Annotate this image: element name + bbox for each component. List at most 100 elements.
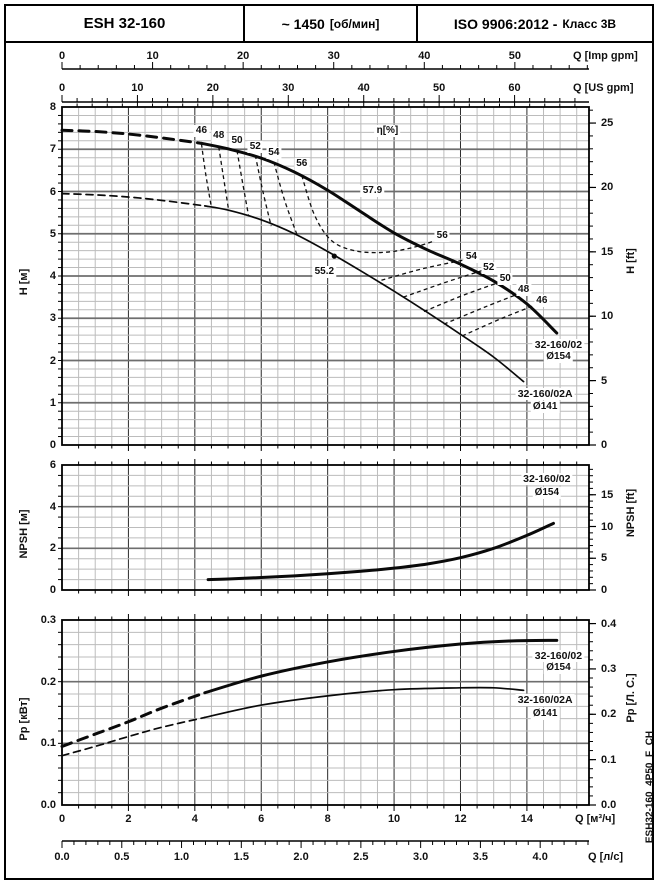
y-tick-label: 2 [49, 354, 56, 367]
bep-marker [331, 253, 337, 259]
head-curve-dashed-0 [60, 128, 203, 145]
us-gpm-axis-label: Q [US gpm] [573, 82, 634, 94]
us-gpm-tick-label: 20 [206, 82, 219, 94]
us-gpm-tick-label: 0 [58, 82, 66, 94]
chart-annotation: 50 [497, 273, 513, 286]
m3h-tick-label: 2 [125, 813, 132, 825]
ls-axis-label: Q [л/с] [588, 851, 624, 863]
pump-model: ESH 32-160 [6, 6, 245, 41]
chart-annotation: 55.2 [312, 265, 337, 278]
imp-gpm-tick-label: 0 [58, 50, 66, 62]
m3h-tick-label: 12 [454, 813, 467, 825]
us-gpm-tick-label: 30 [282, 82, 295, 94]
chart-annotation: 32-160/02 [521, 472, 573, 485]
us-gpm-tick-label: 10 [131, 82, 144, 94]
y-tick-label-right: 0.0 [601, 799, 617, 811]
chart-annotation: 56 [434, 229, 450, 242]
chart-annotation: 46 [193, 124, 210, 137]
us-gpm-tick-label: 40 [357, 82, 370, 94]
npsh-curve-0 [206, 521, 555, 582]
speed-unit: [об/мин] [329, 16, 380, 31]
ls-tick-label: 3.0 [412, 851, 429, 863]
y-tick-label-right: 0.2 [601, 708, 617, 721]
y-tick-label-right: 20 [601, 181, 614, 194]
chart-annotation: Ø141 [530, 708, 560, 721]
chart-annotation: 56 [294, 157, 310, 170]
imp-gpm-tick-label: 20 [237, 50, 250, 62]
chart-annotation: 32-160/02 [532, 339, 585, 352]
y-tick-label-right: 0 [601, 584, 608, 596]
y-tick-label: 0.1 [40, 737, 56, 750]
power-right-axis-title: Pр [Л. С.] [625, 672, 637, 723]
y-tick-label: 0.3 [40, 614, 56, 626]
m3h-tick-label: 10 [387, 813, 401, 825]
chart-annotation: 48 [211, 129, 227, 142]
m3h-tick-label: 6 [258, 813, 265, 825]
y-tick-label: 0.2 [40, 675, 56, 688]
efficiency-contour-52 [254, 155, 272, 227]
chart-annotation: η[%] [374, 125, 401, 138]
y-tick-label: 4 [49, 500, 56, 513]
us-gpm-tick-label: 50 [432, 82, 446, 94]
imp-gpm-tick-label: 50 [508, 50, 521, 62]
y-tick-label-right: 0.3 [601, 662, 617, 675]
y-tick-label-right: 25 [601, 117, 614, 130]
ls-tick-label: 1.5 [233, 851, 249, 863]
head-curve-dashed-1 [61, 192, 206, 207]
ls-tick-label: 1.0 [173, 851, 190, 863]
y-tick-label: 3 [49, 312, 56, 325]
power-plot-border [61, 619, 590, 806]
m3h-tick-label: 0 [58, 813, 66, 825]
y-tick-label: 8 [49, 101, 56, 113]
y-tick-label-right: 15 [601, 488, 614, 501]
y-tick-label: 6 [49, 185, 56, 198]
efficiency-contour-46 [461, 302, 540, 337]
y-tick-label: 7 [49, 143, 56, 156]
chart-annotation: 57.9 [360, 184, 385, 197]
efficiency-contour-54 [273, 161, 298, 236]
ls-tick-label: 0.0 [54, 851, 70, 863]
head-right-axis-title: H [ft] [625, 248, 637, 274]
m3h-axis-label: Q [м³/ч] [575, 813, 616, 825]
ls-tick-label: 4.0 [532, 851, 548, 863]
y-tick-label-right: 10 [601, 520, 614, 533]
head-left-axis-title: H [м] [18, 268, 30, 296]
imp-gpm-tick-label: 40 [418, 50, 431, 62]
npsh-right-axis-title: NPSH [ft] [625, 488, 637, 537]
m3h-tick-label: 8 [324, 813, 331, 825]
y-tick-label: 0 [49, 584, 56, 596]
power-curve-dashed-0 [60, 691, 207, 748]
efficiency-contour-50 [423, 280, 504, 313]
y-tick-label: 6 [49, 459, 56, 471]
speed-value: ~ 1450 [281, 15, 325, 32]
y-tick-label: 2 [49, 542, 56, 555]
pump-model-text: ESH 32-160 [83, 15, 166, 32]
y-tick-label: 5 [49, 227, 56, 240]
chart-annotation: Ø141 [530, 400, 560, 413]
power-curve-1 [203, 686, 525, 719]
pump-speed: ~ 1450 [об/мин] [245, 6, 418, 41]
chart-annotation: 54 [463, 251, 479, 264]
efficiency-contour-50 [236, 150, 250, 217]
iso-class: Класс 3В [562, 16, 617, 31]
imp-gpm-tick-label: 10 [146, 50, 159, 62]
power-curve-dashed-1 [61, 716, 206, 757]
chart-annotation: Ø154 [544, 662, 573, 675]
y-tick-label: 0 [49, 439, 56, 451]
y-tick-label: 1 [49, 396, 56, 409]
efficiency-contour-48 [218, 146, 230, 211]
efficiency-contour-52 [403, 268, 487, 298]
efficiency-contour-56 [301, 175, 441, 254]
imp-gpm-axis-label: Q [Imp gpm] [573, 50, 638, 62]
m3h-tick-label: 4 [191, 813, 198, 825]
chart-annotation: Ø154 [532, 486, 562, 499]
chart-annotation: 52 [247, 141, 263, 154]
y-tick-label-right: 5 [601, 374, 608, 387]
head-curve-0 [199, 141, 559, 335]
imp-gpm-tick-label: 30 [327, 50, 340, 62]
y-tick-label-right: 0.4 [601, 617, 617, 630]
chart-annotation: 54 [266, 146, 282, 159]
power-left-axis-title: Pр [кВт] [18, 696, 30, 741]
chart-annotation: Ø154 [544, 351, 573, 364]
